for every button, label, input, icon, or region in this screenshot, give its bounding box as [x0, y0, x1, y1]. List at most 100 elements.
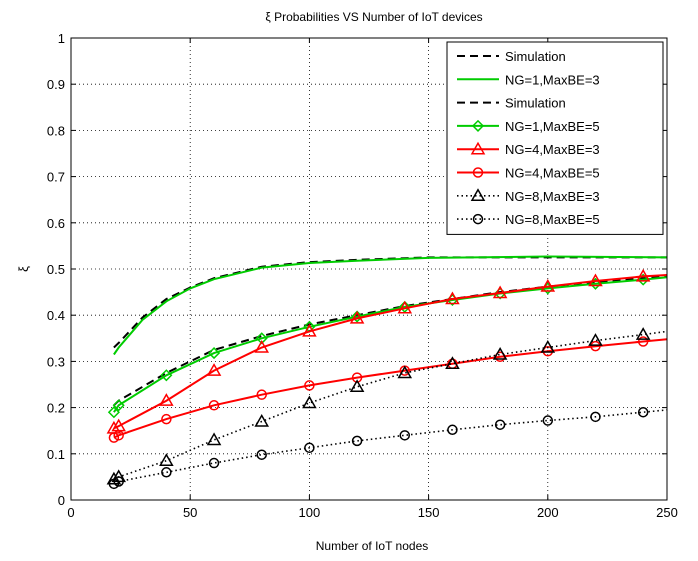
legend-entry: NG=1,MaxBE=3 [457, 72, 600, 87]
legend-entry: NG=8,MaxBE=3 [457, 188, 600, 204]
series-line [113, 409, 668, 485]
data-point [588, 273, 603, 287]
y-tick-label: 0.3 [47, 354, 65, 369]
data-point [302, 395, 317, 409]
y-tick-label: 0.9 [47, 77, 65, 92]
data-point [349, 379, 365, 393]
data-point [472, 213, 484, 225]
data-point [256, 449, 267, 460]
data-point [208, 400, 220, 411]
x-tick-label: 250 [656, 505, 678, 520]
data-point [351, 310, 364, 323]
data-point [399, 430, 411, 441]
y-tick-label: 0.7 [47, 170, 65, 185]
data-point [159, 393, 174, 406]
data-point [161, 467, 172, 478]
data-point [304, 442, 315, 454]
data-point [470, 141, 486, 155]
legend-entry: NG=4,MaxBE=5 [457, 166, 600, 181]
data-point [398, 300, 411, 313]
legend-label: Simulation [505, 96, 566, 111]
data-point [160, 369, 173, 382]
data-point [470, 188, 486, 202]
legend-label: Simulation [505, 49, 566, 64]
data-point [540, 279, 556, 292]
series-line [113, 255, 668, 356]
data-point [590, 340, 601, 352]
legend-label: NG=8,MaxBE=5 [505, 212, 600, 227]
legend-entry: NG=8,MaxBE=5 [457, 212, 600, 227]
legend-label: NG=1,MaxBE=3 [505, 72, 600, 87]
x-tick-label: 50 [183, 505, 197, 520]
series [113, 255, 668, 356]
data-point [107, 406, 120, 419]
data-point [161, 413, 172, 425]
data-point [112, 399, 125, 412]
data-point [445, 356, 460, 369]
data-point [445, 291, 460, 305]
ticks: 0 50 100 150 200 250 0 0.1 0.2 0.3 0.4 0.5 0.6 0.7 0.8… [47, 31, 678, 520]
x-tick-label: 100 [299, 505, 321, 520]
y-tick-label: 0.2 [47, 401, 65, 416]
data-point [542, 415, 554, 426]
data-point [113, 476, 124, 487]
data-point [635, 327, 651, 340]
series-line [113, 276, 668, 413]
chart-title: ξ Probabilities VS Number of IoT devices [265, 10, 482, 24]
axes-frame [70, 37, 668, 501]
series [106, 327, 668, 485]
x-axis-label: Number of IoT nodes [316, 539, 429, 553]
y-tick-label: 0.8 [47, 123, 65, 138]
data-point [304, 380, 315, 391]
legend-label: NG=4,MaxBE=3 [505, 142, 600, 157]
data-point [302, 323, 317, 337]
series-line [113, 330, 668, 480]
y-tick-label: 0 [58, 493, 65, 508]
legend-entry: NG=1,MaxBE=5 [457, 119, 600, 134]
legend-entry: Simulation [457, 49, 566, 64]
y-tick-label: 0.4 [47, 308, 65, 323]
x-tick-label: 200 [537, 505, 559, 520]
data-point [447, 424, 458, 436]
data-point [256, 389, 267, 400]
series [108, 406, 668, 490]
data-point [349, 310, 365, 324]
data-point [494, 419, 506, 430]
legend-label: NG=8,MaxBE=3 [505, 189, 600, 204]
y-tick-label: 0.1 [47, 447, 65, 462]
data-point [492, 285, 508, 299]
legend-label: NG=1,MaxBE=5 [505, 119, 600, 134]
legend: Simulation NG=1,MaxBE=3 Simulation NG=1,Max… [446, 41, 664, 235]
data-point [207, 347, 221, 360]
legend-entry: NG=4,MaxBE=3 [457, 141, 600, 157]
data-point [255, 332, 268, 345]
y-tick-label: 0.6 [47, 216, 65, 231]
data-point [472, 167, 484, 178]
data-point [206, 363, 222, 376]
data-point [637, 406, 649, 418]
data-point [351, 435, 363, 447]
y-tick-label: 0.5 [47, 262, 65, 277]
data-point [206, 432, 222, 446]
x-tick-label: 150 [418, 505, 440, 520]
data-point [397, 365, 413, 379]
legend-label: NG=4,MaxBE=5 [505, 166, 600, 181]
data-point [159, 453, 174, 466]
data-point [254, 340, 270, 353]
plot-area: 0 50 100 150 200 250 0 0.1 0.2 0.3 0.4 0.5 0.6 0.7 0.8… [47, 31, 678, 520]
legend-entry: Simulation [457, 96, 566, 111]
y-axis-label: ξ [16, 266, 31, 272]
data-point [254, 413, 270, 427]
data-point [637, 336, 649, 347]
data-point [637, 273, 650, 286]
series-line [113, 338, 668, 439]
y-tick-label: 1 [58, 31, 65, 46]
data-point [113, 430, 124, 441]
x-tick-label: 0 [67, 505, 74, 520]
data-point [590, 411, 601, 423]
data-point [492, 346, 508, 360]
series [108, 336, 668, 443]
data-point [208, 457, 220, 469]
series-line [113, 274, 668, 430]
